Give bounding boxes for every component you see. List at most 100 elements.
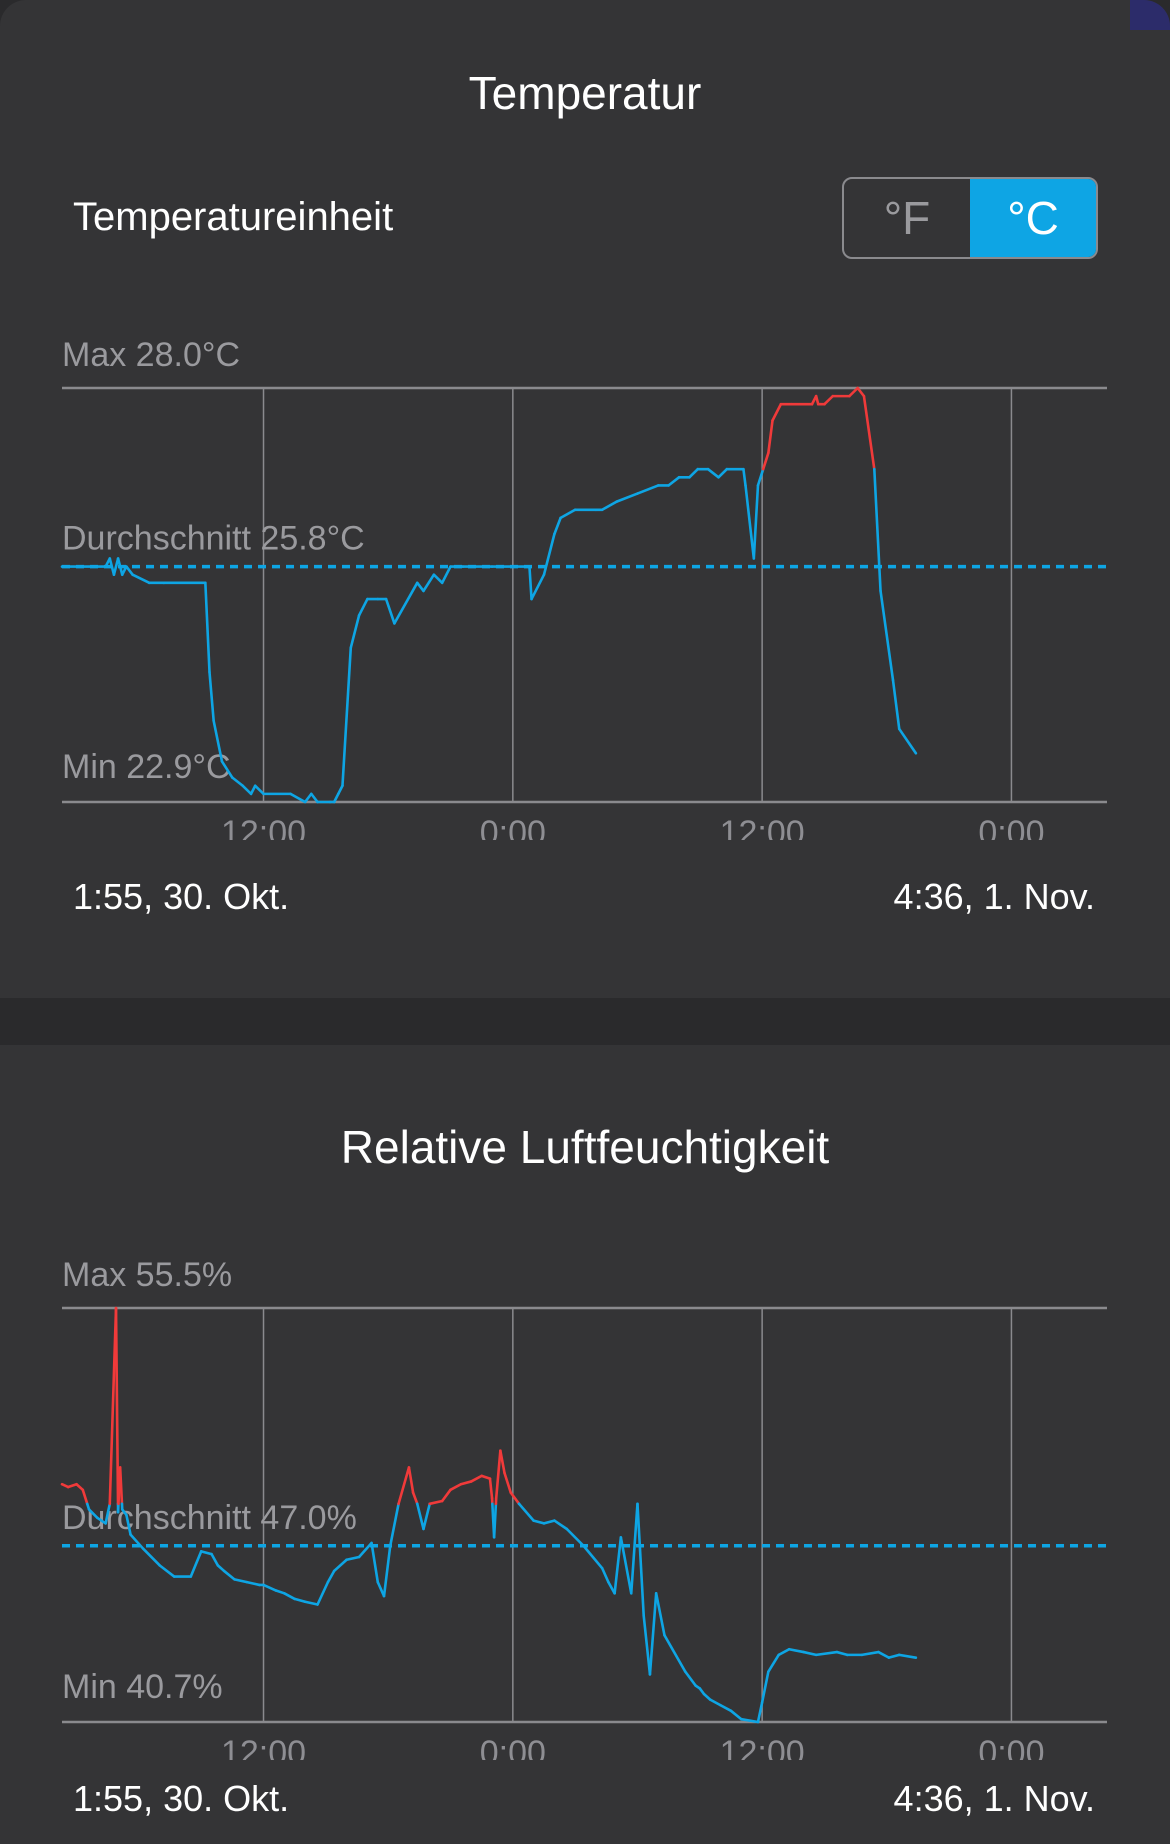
humidity-line-segment — [316, 1580, 330, 1606]
temperature-line-segment — [231, 776, 245, 788]
temperature-line-segment — [530, 573, 546, 601]
temperature-line-segment — [706, 467, 720, 479]
humidity-line-segment — [104, 1502, 112, 1525]
humidity-line-segment — [517, 1502, 535, 1522]
humidity-line-segment — [216, 1564, 226, 1573]
humidity-line-segment — [814, 1650, 839, 1657]
humidity-line-segment — [293, 1597, 307, 1604]
temperature-line-segment — [393, 581, 419, 625]
humidity-line-segment — [332, 1558, 348, 1573]
humidity-line-segment — [370, 1541, 380, 1584]
temperature-line-segment — [752, 484, 760, 560]
humidity-line-segment — [499, 1449, 506, 1475]
humidity-line-segment — [835, 1650, 849, 1657]
humidity-line-segment — [108, 1306, 118, 1506]
temperature-unit-label: Temperatureinheit — [73, 195, 394, 239]
humidity-line-segment — [388, 1502, 400, 1548]
humidity-line-segment — [274, 1589, 286, 1595]
humidity-line-segment — [760, 1670, 770, 1704]
temperature-line-segment — [125, 565, 134, 577]
humidity-line-segment — [542, 1519, 556, 1525]
humidity-max-label: Max 55.5% — [62, 1256, 232, 1294]
humidity-min-label: Min 40.7% — [62, 1668, 223, 1706]
temperature-line-segment — [742, 467, 747, 487]
humidity-line-segment — [440, 1488, 452, 1503]
temperature-line-segment — [761, 451, 770, 471]
temperature-line-segment — [384, 597, 396, 625]
humidity-line-segment — [282, 1592, 296, 1601]
temperature-line-segment — [636, 484, 660, 495]
temperature-min-label: Min 22.9°C — [62, 748, 231, 786]
humidity-line-segment — [719, 1703, 733, 1713]
humidity-line-segment — [376, 1580, 386, 1598]
temperature-line-segment — [241, 784, 253, 796]
humidity-line-segment — [345, 1555, 361, 1562]
temperature-line-segment — [717, 467, 729, 479]
temperature-line-segment — [440, 565, 452, 585]
temperature-end-date: 4:36, 1. Nov. — [893, 876, 1095, 917]
temperature-line-segment — [771, 402, 783, 422]
temperature-line-segment — [600, 500, 619, 512]
humidity-line-segment — [428, 1499, 444, 1506]
humidity-x-tick-label: 12:00 — [720, 1734, 805, 1760]
humidity-line-segment — [129, 1533, 145, 1550]
humidity-line-segment — [756, 1701, 764, 1724]
humidity-line-segment — [189, 1550, 203, 1578]
humidity-line-segment — [787, 1647, 805, 1654]
temperature-max-label: Max 28.0°C — [62, 336, 240, 374]
humidity-x-tick-label: 0:00 — [978, 1734, 1044, 1760]
temperature-line-segment — [310, 792, 319, 804]
temperature-line-segment — [823, 394, 835, 406]
temperature-line-segment — [856, 386, 866, 398]
humidity-line-segment — [75, 1482, 85, 1492]
temperature-line-segment — [528, 565, 533, 601]
celsius-button[interactable]: °C — [970, 179, 1096, 257]
humidity-line-segment — [81, 1488, 89, 1506]
humidity-line-segment — [357, 1541, 373, 1559]
humidity-line-segment — [382, 1544, 392, 1598]
humidity-start-date: 1:55, 30. Okt. — [73, 1778, 290, 1819]
temperature-chart-svg: 12:00 0:00 12:00 0:00 Max 28.0°C Min 22.9°C Du… — [60, 336, 1107, 840]
humidity-line-segment — [233, 1578, 249, 1584]
humidity-x-tick-label: 0:00 — [480, 1734, 546, 1760]
temperature-line-segment — [862, 394, 876, 471]
humidity-line-segment — [777, 1647, 791, 1657]
temperature-x-tick-label: 0:00 — [978, 814, 1044, 840]
humidity-line-segment — [87, 1508, 99, 1520]
temperature-line-segment — [337, 784, 344, 796]
temperature-line-segment — [848, 386, 859, 398]
humidity-line-segment — [629, 1502, 639, 1595]
temperature-line-segment — [253, 784, 265, 796]
temperature-unit-toggle[interactable]: °F °C — [842, 177, 1098, 259]
humidity-line-segment — [802, 1650, 818, 1657]
temperature-line-segment — [220, 760, 234, 779]
humidity-line-segment — [642, 1614, 652, 1676]
humidity-chart: 12:00 0:00 12:00 0:00 Max 55.5% Min 40.7% Durc… — [0, 1240, 1170, 1760]
temperature-x-tick-label: 12:00 — [221, 814, 306, 840]
humidity-line-segment — [449, 1482, 463, 1492]
temperature-line-segment — [303, 792, 313, 804]
fahrenheit-button[interactable]: °F — [883, 192, 931, 244]
humidity-line-segment — [411, 1491, 419, 1506]
humidity-line-segment — [210, 1552, 220, 1567]
temperature-line-segment — [341, 646, 353, 788]
temperature-line-segment — [208, 670, 215, 723]
temperature-line-segment — [553, 516, 562, 536]
humidity-panel: Relative Luftfeuchtigkeit 12:00 0:00 12:00… — [0, 1045, 1170, 1844]
humidity-line-segment — [582, 1544, 604, 1570]
temperature-line-segment — [767, 419, 774, 455]
temperature-line-segment — [756, 467, 765, 487]
humidity-line-segment — [494, 1449, 502, 1500]
humidity-line-segment — [245, 1580, 261, 1587]
humidity-line-segment — [503, 1471, 513, 1494]
humidity-line-segment — [125, 1513, 132, 1536]
humidity-line-segment — [415, 1502, 425, 1531]
humidity-line-segment — [66, 1482, 78, 1489]
humidity-line-segment — [509, 1491, 521, 1506]
humidity-avg-label: Durchschnitt 47.0% — [62, 1499, 357, 1537]
temperature-line-segment — [332, 792, 340, 804]
temperature-avg-label: Durchschnitt 25.8°C — [62, 520, 365, 558]
humidity-line-segment — [303, 1600, 319, 1606]
humidity-end-date: 4:36, 1. Nov. — [893, 1778, 1095, 1819]
humidity-line-segment — [488, 1477, 494, 1500]
